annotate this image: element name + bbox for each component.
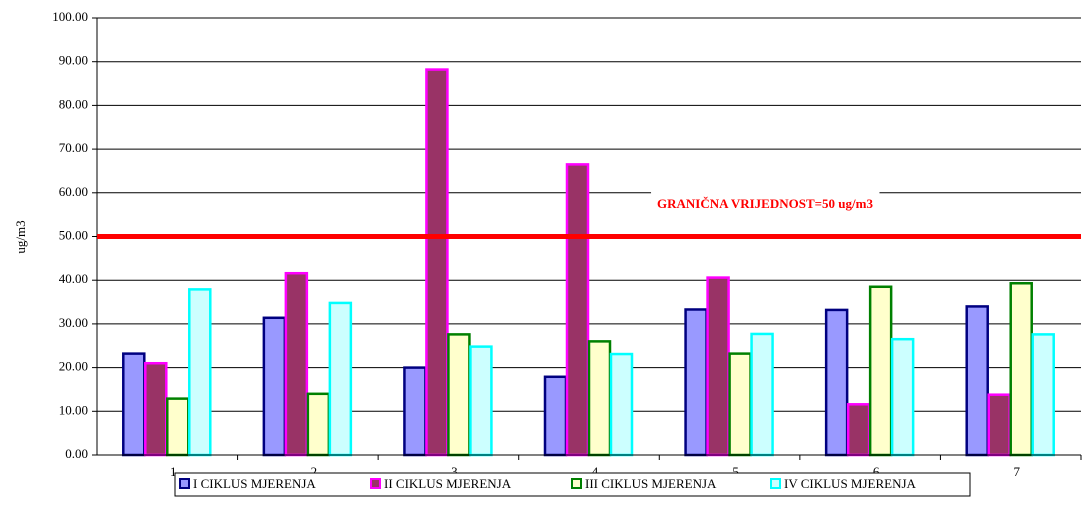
bar xyxy=(965,305,989,457)
y-tick-label: 100.00 xyxy=(52,9,88,24)
x-tick-label: 7 xyxy=(1013,464,1020,479)
legend-label: III CIKLUS MJERENJA xyxy=(585,476,717,491)
reference-label: GRANIČNA VRIJEDNOST=50 ug/m3 xyxy=(657,196,873,211)
legend-label: I CIKLUS MJERENJA xyxy=(193,476,316,491)
bar xyxy=(543,375,568,457)
bar xyxy=(425,68,449,457)
x-tick-label: 4 xyxy=(592,464,599,479)
bar xyxy=(706,276,730,457)
legend-marker xyxy=(370,478,381,489)
y-tick-label: 50.00 xyxy=(59,227,88,242)
bar xyxy=(166,397,190,457)
bar xyxy=(728,352,752,457)
bar xyxy=(328,301,353,457)
bar xyxy=(824,308,849,457)
bar xyxy=(890,337,915,457)
bar xyxy=(1009,282,1033,457)
legend-marker xyxy=(571,478,582,489)
y-tick-label: 40.00 xyxy=(59,271,88,286)
bar xyxy=(1031,333,1055,457)
bar xyxy=(403,366,427,457)
legend-label: IV CIKLUS MJERENJA xyxy=(784,476,917,491)
bar xyxy=(144,361,168,457)
bar xyxy=(609,352,634,457)
bar xyxy=(684,308,708,457)
legend-label: II CIKLUS MJERENJA xyxy=(384,476,512,491)
x-tick-label: 5 xyxy=(732,464,739,479)
y-tick-label: 0.00 xyxy=(65,446,88,461)
x-tick-label: 6 xyxy=(873,464,880,479)
y-tick-label: 90.00 xyxy=(59,53,88,68)
y-tick-label: 80.00 xyxy=(59,96,88,111)
bar xyxy=(987,393,1011,457)
legend-marker xyxy=(179,478,190,489)
bar xyxy=(565,163,590,457)
bar xyxy=(447,333,471,457)
bar xyxy=(868,285,893,457)
y-tick-label: 20.00 xyxy=(59,359,88,374)
y-tick-label: 70.00 xyxy=(59,140,88,155)
reference-label-bg xyxy=(651,181,880,213)
bar xyxy=(262,316,287,457)
bar xyxy=(306,392,331,457)
y-tick-label: 60.00 xyxy=(59,184,88,199)
x-tick-label: 3 xyxy=(451,464,458,479)
y-tick-label: 30.00 xyxy=(59,315,88,330)
legend-marker xyxy=(770,478,781,489)
bar xyxy=(284,271,309,457)
bar xyxy=(469,345,493,457)
y-axis-label: ug/m3 xyxy=(13,220,28,253)
bar xyxy=(122,352,146,457)
bar xyxy=(846,403,871,457)
bar xyxy=(750,332,774,457)
x-tick-label: 1 xyxy=(170,464,177,479)
bar xyxy=(587,340,612,457)
y-tick-label: 10.00 xyxy=(59,402,88,417)
bar xyxy=(188,288,212,457)
x-tick-label: 2 xyxy=(311,464,318,479)
